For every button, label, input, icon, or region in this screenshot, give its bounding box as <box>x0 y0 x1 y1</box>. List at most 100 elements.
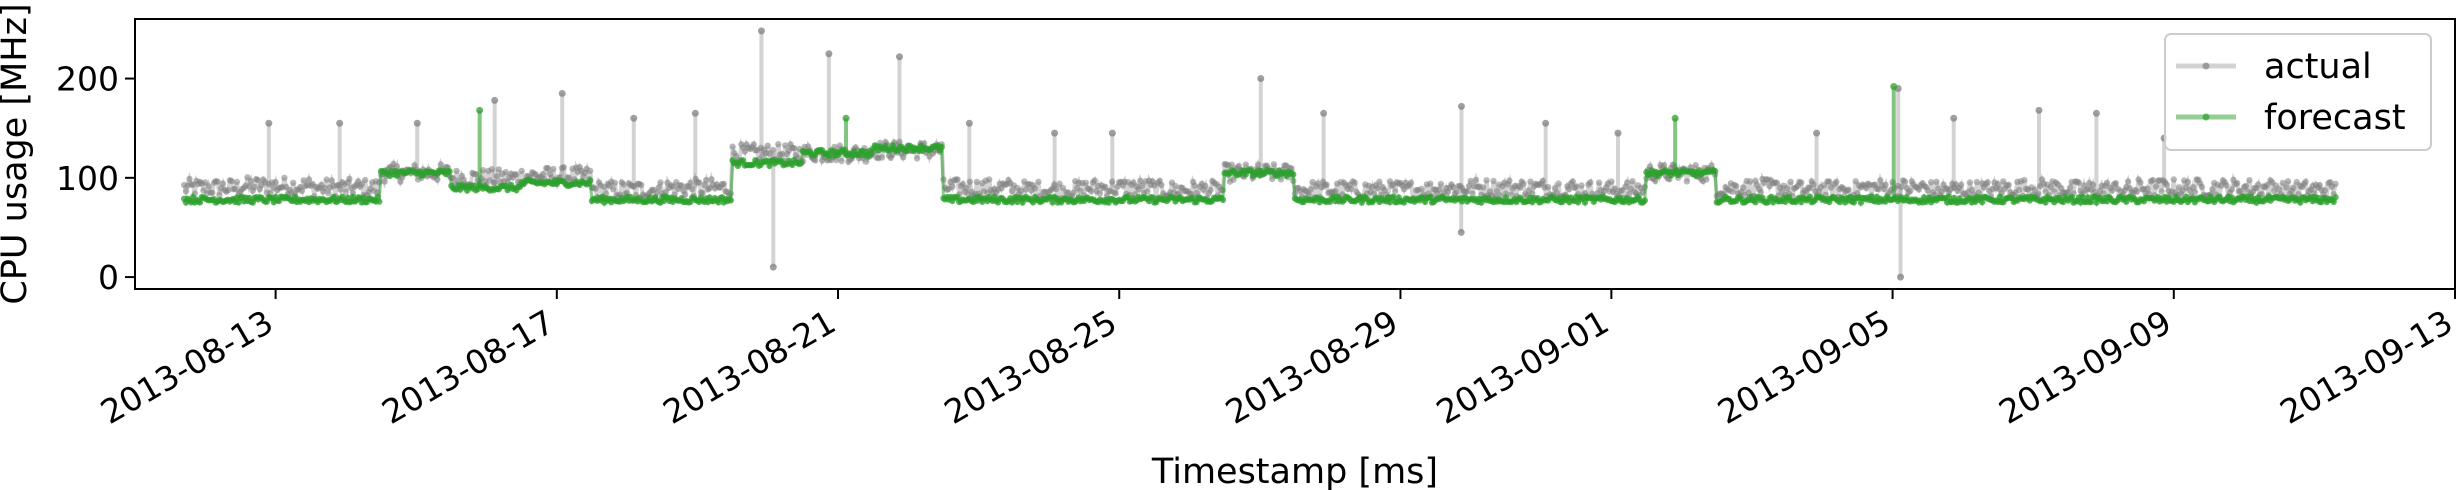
data-point <box>1202 182 1209 190</box>
data-point <box>1109 178 1116 185</box>
data-point <box>1984 179 1991 186</box>
data-point <box>1506 177 1513 184</box>
data-point <box>938 143 945 151</box>
data-point <box>812 157 819 164</box>
data-point <box>2270 187 2278 195</box>
data-point <box>2332 194 2339 201</box>
data-point <box>638 181 645 189</box>
data-point <box>290 179 297 186</box>
data-point <box>1056 180 1063 187</box>
data-point <box>2276 186 2283 193</box>
legend-label-actual: actual <box>2264 47 2372 87</box>
data-point <box>739 157 747 164</box>
data-point <box>2088 198 2095 205</box>
y-tick-label: 0 <box>98 258 119 297</box>
data-point <box>1467 177 1475 185</box>
data-point <box>1138 182 1146 189</box>
data-point <box>838 157 845 165</box>
data-point <box>1527 178 1534 185</box>
data-point <box>1427 180 1434 187</box>
data-point <box>246 183 253 190</box>
data-point <box>1928 179 1935 186</box>
data-point <box>896 138 903 145</box>
data-point <box>1172 182 1179 190</box>
data-point <box>2279 179 2286 187</box>
data-point <box>954 193 961 201</box>
data-point <box>696 179 703 186</box>
data-point <box>1508 191 1515 198</box>
data-point <box>455 177 462 184</box>
data-point <box>1144 188 1151 195</box>
data-point <box>1230 176 1237 183</box>
data-point <box>1418 185 1425 193</box>
spike-point <box>1320 109 1328 117</box>
data-point <box>1407 179 1415 186</box>
data-point <box>2066 184 2074 191</box>
data-point <box>1798 179 1805 186</box>
data-point <box>1907 187 1914 195</box>
data-point <box>1555 180 1562 187</box>
data-point <box>381 178 388 185</box>
data-point <box>1578 182 1585 189</box>
spike-point <box>691 109 699 117</box>
data-point <box>986 176 993 183</box>
spike-point <box>491 96 499 104</box>
data-point <box>1472 176 1480 184</box>
spike-point <box>1890 83 1898 90</box>
data-point <box>337 186 344 193</box>
x-tick-label: 2013-08-13 <box>94 302 280 432</box>
spike-point <box>965 119 973 127</box>
data-point <box>342 188 350 195</box>
data-point <box>186 175 193 183</box>
data-point <box>2005 181 2012 188</box>
data-point <box>233 178 241 186</box>
data-point <box>346 175 353 183</box>
data-point <box>687 179 694 186</box>
data-point <box>2297 199 2304 206</box>
data-point <box>235 199 242 206</box>
data-point <box>1035 178 1042 186</box>
data-point <box>764 142 771 149</box>
data-point <box>232 185 239 193</box>
data-point <box>182 188 190 195</box>
data-point <box>1270 161 1278 168</box>
spike-point <box>1813 129 1821 137</box>
data-point <box>272 179 279 186</box>
data-point <box>539 171 546 178</box>
data-point <box>2149 176 2156 184</box>
data-point <box>1102 183 1109 190</box>
data-point <box>502 168 509 176</box>
x-tick-label: 2013-09-13 <box>2273 302 2458 432</box>
data-point <box>1740 184 1747 191</box>
data-point <box>560 164 567 171</box>
data-point <box>1307 186 1315 193</box>
data-point <box>1374 184 1381 192</box>
data-point <box>826 152 833 160</box>
spike-point <box>825 50 833 58</box>
x-axis: 2013-08-13 2013-08-17 2013-08-21 2013-08-25… <box>94 289 2458 432</box>
data-point <box>729 143 736 150</box>
data-point <box>434 176 441 183</box>
data-point <box>1979 198 1986 206</box>
data-point <box>323 176 330 183</box>
data-point <box>1587 179 1594 186</box>
data-point <box>1479 184 1487 191</box>
data-point <box>1309 178 1316 186</box>
data-point <box>790 144 798 152</box>
data-point <box>1437 180 1445 188</box>
data-point <box>2332 180 2339 187</box>
data-point <box>1091 177 1098 184</box>
series-forecast <box>181 83 2339 208</box>
y-axis: 0 100 200 <box>56 60 135 297</box>
data-point <box>2031 186 2039 194</box>
data-point <box>1641 197 1649 204</box>
data-point <box>1207 186 1214 193</box>
data-point <box>2242 182 2249 190</box>
data-point <box>1773 179 1780 186</box>
data-point <box>1711 168 1719 175</box>
spike-point <box>265 119 273 127</box>
data-point <box>518 167 525 175</box>
data-point <box>966 178 973 185</box>
data-point <box>2158 188 2165 195</box>
